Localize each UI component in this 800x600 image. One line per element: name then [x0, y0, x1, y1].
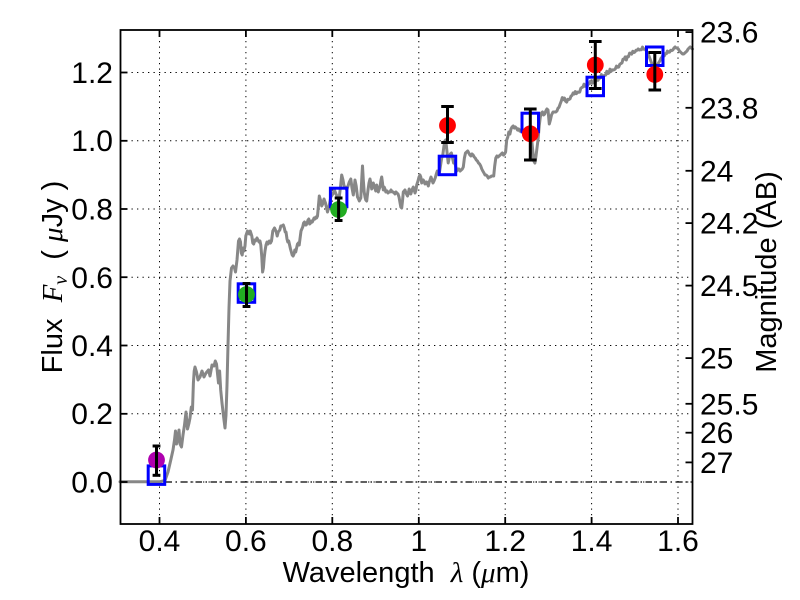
svg-text:1: 1	[410, 525, 427, 558]
svg-text:0.8: 0.8	[71, 194, 113, 227]
svg-text:1.4: 1.4	[571, 525, 613, 558]
svg-text:25.5: 25.5	[700, 388, 758, 421]
svg-text:Magnitude (AB): Magnitude (AB)	[751, 171, 783, 373]
svg-text:1.6: 1.6	[657, 525, 699, 558]
svg-text:1.0: 1.0	[71, 125, 113, 158]
svg-text:1.2: 1.2	[71, 57, 113, 90]
svg-text:0.0: 0.0	[71, 467, 113, 500]
svg-text:Wavelength λ (μm): Wavelength λ (μm)	[283, 557, 530, 589]
svg-text:23.6: 23.6	[700, 17, 758, 50]
svg-text:25: 25	[700, 343, 733, 376]
svg-text:0.6: 0.6	[225, 525, 267, 558]
svg-text:Flux Fν ( μJy ): Flux Fν ( μJy )	[37, 181, 72, 374]
svg-text:26: 26	[700, 417, 733, 450]
svg-text:0.8: 0.8	[311, 525, 353, 558]
svg-text:0.4: 0.4	[139, 525, 181, 558]
svg-text:24.5: 24.5	[700, 270, 758, 303]
svg-text:23.8: 23.8	[700, 92, 758, 125]
svg-text:0.4: 0.4	[71, 330, 113, 363]
svg-text:27: 27	[700, 447, 733, 480]
svg-text:24.2: 24.2	[700, 208, 758, 241]
svg-text:0.6: 0.6	[71, 262, 113, 295]
svg-text:0.2: 0.2	[71, 398, 113, 431]
svg-text:24: 24	[700, 155, 733, 188]
svg-text:1.2: 1.2	[484, 525, 526, 558]
